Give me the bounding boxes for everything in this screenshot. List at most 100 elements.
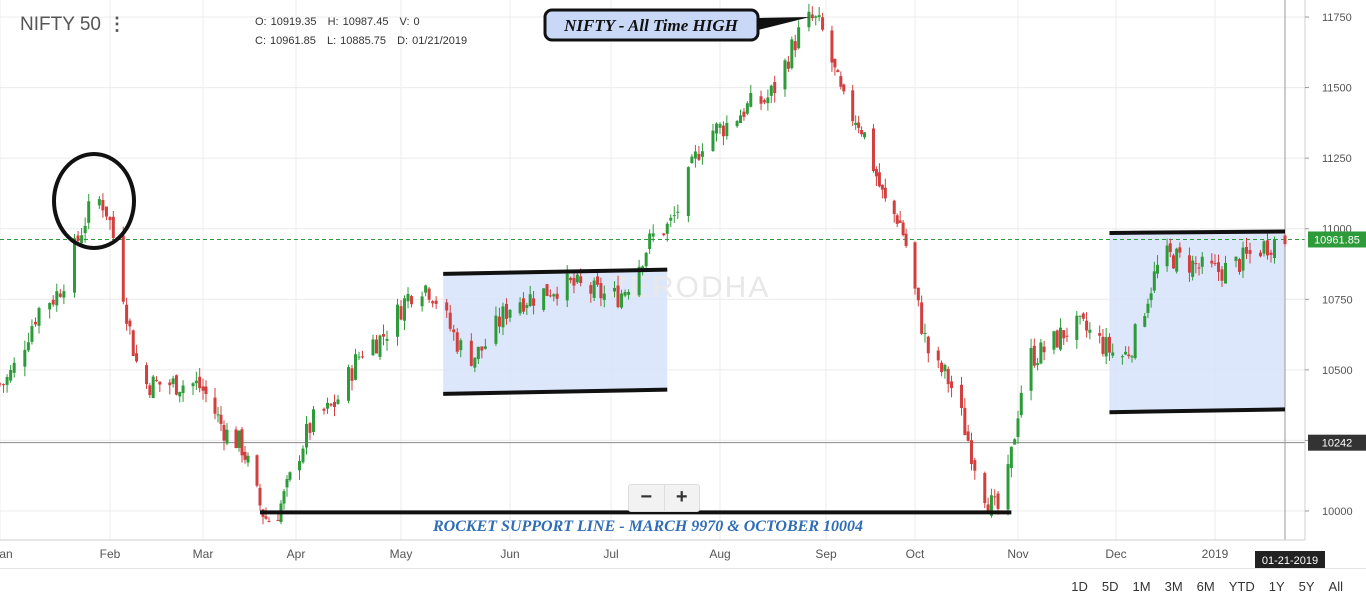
axes: 1000010250105001075011000112501150011750… bbox=[0, 0, 1366, 568]
candle-body bbox=[33, 321, 37, 325]
candle bbox=[155, 376, 158, 382]
box-top-line bbox=[1109, 229, 1286, 235]
candle-body bbox=[786, 61, 790, 69]
candle-body bbox=[579, 276, 583, 283]
candle-body bbox=[963, 407, 967, 436]
candle bbox=[923, 323, 927, 343]
y-tick-label: 10750 bbox=[1322, 294, 1353, 306]
candle bbox=[602, 285, 606, 308]
candle-body bbox=[30, 326, 34, 342]
ohlc-row-1: O: 10919.35 H: 10987.45 V: 0 bbox=[255, 16, 428, 28]
candle-body bbox=[1283, 235, 1287, 245]
candle bbox=[1156, 255, 1160, 279]
vertical-ellipsis-icon[interactable]: ⋮ bbox=[108, 14, 126, 34]
candle bbox=[301, 445, 305, 464]
candle bbox=[354, 348, 357, 381]
range-selector: 1D 5D 1M 3M 6M YTD 1Y 5Y All bbox=[1064, 579, 1350, 594]
watermark-layer: ZERODHA bbox=[610, 271, 771, 304]
candle bbox=[1104, 327, 1108, 364]
watermark-text: ZERODHA bbox=[610, 271, 771, 304]
candle-body bbox=[1062, 330, 1066, 339]
candle bbox=[936, 346, 940, 369]
zoom-out-button[interactable]: − bbox=[640, 486, 653, 508]
candle bbox=[966, 424, 970, 442]
candle-body bbox=[1217, 262, 1220, 272]
candle-body bbox=[542, 288, 546, 310]
candle bbox=[599, 277, 603, 307]
candle bbox=[194, 371, 198, 390]
candle-body bbox=[895, 215, 899, 224]
candle-body bbox=[697, 153, 701, 160]
candle-body bbox=[480, 346, 484, 351]
candle-body bbox=[1238, 259, 1241, 272]
candle bbox=[766, 89, 770, 111]
range-button-ytd[interactable]: YTD bbox=[1228, 579, 1255, 594]
candle-body bbox=[181, 385, 185, 393]
candle bbox=[518, 297, 522, 316]
candle-body bbox=[23, 349, 27, 367]
range-button-1d[interactable]: 1D bbox=[1071, 579, 1088, 594]
y-tick-label: 10500 bbox=[1322, 365, 1353, 377]
candle bbox=[151, 374, 155, 399]
candle bbox=[135, 344, 139, 363]
candle bbox=[171, 375, 175, 388]
candle-body bbox=[783, 60, 787, 90]
range-button-3m[interactable]: 3M bbox=[1164, 579, 1183, 594]
candle bbox=[1111, 343, 1115, 359]
zoom-in-button[interactable]: + bbox=[663, 485, 700, 511]
candle bbox=[946, 366, 950, 393]
candle-body bbox=[1200, 256, 1204, 267]
candle-body bbox=[1168, 243, 1172, 253]
candle-body bbox=[216, 414, 220, 416]
x-tick-label: Apr bbox=[287, 547, 306, 561]
candle bbox=[940, 360, 944, 377]
candle bbox=[697, 145, 701, 162]
candle bbox=[854, 115, 858, 130]
candle-body bbox=[1213, 263, 1217, 265]
reference-lines bbox=[0, 0, 1305, 540]
candle bbox=[148, 383, 152, 398]
candle-body bbox=[528, 294, 532, 306]
candle-body bbox=[532, 298, 536, 306]
candle bbox=[623, 289, 627, 298]
range-button-all[interactable]: All bbox=[1328, 579, 1343, 594]
candle-body bbox=[641, 266, 645, 270]
close-label: C: 10961.85 bbox=[255, 35, 316, 47]
candle-body bbox=[0, 383, 2, 385]
candle-body bbox=[669, 217, 673, 221]
candle bbox=[1178, 242, 1182, 258]
candle bbox=[455, 328, 459, 354]
candle-body bbox=[521, 298, 525, 312]
candle bbox=[1200, 251, 1204, 274]
candle-body bbox=[1075, 315, 1079, 340]
candle bbox=[5, 374, 9, 393]
candle-body bbox=[714, 123, 718, 134]
range-button-6m[interactable]: 6M bbox=[1196, 579, 1215, 594]
range-button-1m[interactable]: 1M bbox=[1132, 579, 1151, 594]
candle bbox=[569, 276, 573, 284]
candle bbox=[1101, 328, 1105, 357]
candle-body bbox=[599, 283, 603, 299]
range-button-5d[interactable]: 5D bbox=[1101, 579, 1119, 594]
candle-body bbox=[1065, 335, 1069, 337]
candle-body bbox=[37, 308, 41, 326]
candle bbox=[877, 163, 881, 188]
candle-body bbox=[672, 215, 676, 217]
ath-callout-pointer bbox=[758, 17, 810, 30]
candle-body bbox=[592, 280, 596, 298]
candle bbox=[87, 193, 91, 230]
price-chart[interactable]: ZERODHA NIFTY - All Time HIGH ROCKET SUPP… bbox=[0, 0, 1366, 570]
candle bbox=[326, 397, 329, 414]
candle bbox=[158, 381, 162, 393]
x-tick-label: Jul bbox=[603, 547, 618, 561]
candle-body bbox=[1124, 351, 1128, 355]
x-tick-label: May bbox=[390, 547, 413, 561]
symbol-title: NIFTY 50 bbox=[20, 14, 101, 35]
candle-body bbox=[375, 339, 378, 354]
range-button-5y[interactable]: 5Y bbox=[1298, 579, 1315, 594]
y-tick-label: 11500 bbox=[1322, 83, 1352, 95]
crosshair-date-text: 01-21-2019 bbox=[1262, 555, 1318, 567]
range-button-1y[interactable]: 1Y bbox=[1268, 579, 1285, 594]
candle-body bbox=[174, 375, 178, 395]
candle-body bbox=[1101, 336, 1105, 354]
